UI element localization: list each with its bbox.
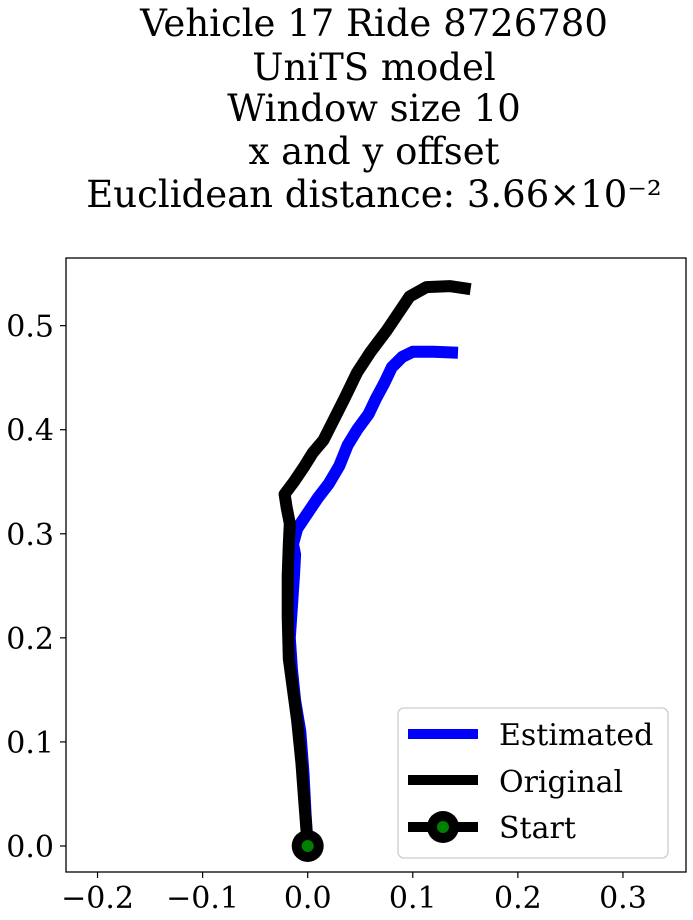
x-tick-label: 0.2 xyxy=(494,881,542,916)
y-tick-label: 0.0 xyxy=(6,830,54,865)
legend-start-marker xyxy=(437,821,449,833)
title-line-4: x and y offset xyxy=(249,130,500,173)
x-tick-label: 0.1 xyxy=(389,881,437,916)
y-tick-label: 0.4 xyxy=(6,414,54,449)
title-line-3: Window size 10 xyxy=(227,87,521,130)
x-tick-label: −0.2 xyxy=(61,881,134,916)
chart-title: Vehicle 17 Ride 8726780 UniTS model Wind… xyxy=(86,2,661,216)
legend-start-label: Start xyxy=(499,811,576,846)
y-tick-label: 0.5 xyxy=(6,310,54,345)
y-tick-label: 0.2 xyxy=(6,622,54,657)
y-tick-label: 0.1 xyxy=(6,726,54,761)
series-layer xyxy=(278,280,472,847)
legend-frame xyxy=(397,707,669,859)
x-axis-ticks: −0.2 −0.1 0.0 0.1 0.2 0.3 xyxy=(61,872,647,916)
legend-estimated-label: Estimated xyxy=(499,718,653,753)
title-line-5: Euclidean distance: 3.66×10⁻² xyxy=(86,173,661,216)
x-tick-label: −0.1 xyxy=(166,881,239,916)
series-line-original xyxy=(278,280,472,847)
title-line-1: Vehicle 17 Ride 8726780 xyxy=(139,2,608,45)
plot-area-frame xyxy=(65,257,687,873)
legend-original-label: Original xyxy=(499,765,623,800)
y-axis-ticks: 0.0 0.1 0.2 0.3 0.4 0.5 xyxy=(6,310,66,865)
start-marker-layer xyxy=(291,829,324,862)
y-tick-label: 0.3 xyxy=(6,518,54,553)
title-line-2: UniTS model xyxy=(252,46,495,89)
x-tick-label: 0.0 xyxy=(284,881,332,916)
x-tick-label: 0.3 xyxy=(599,881,647,916)
legend: Estimated Original Start xyxy=(397,707,669,859)
start-marker xyxy=(301,839,314,852)
